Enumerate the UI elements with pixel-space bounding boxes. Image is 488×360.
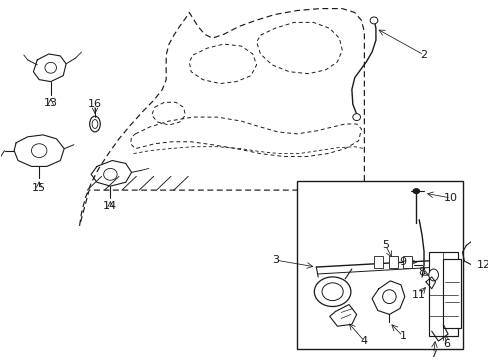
Text: 15: 15 (32, 183, 46, 193)
Ellipse shape (382, 290, 395, 303)
Ellipse shape (322, 283, 343, 301)
Text: 13: 13 (43, 98, 58, 108)
Ellipse shape (89, 116, 100, 132)
Text: 12: 12 (476, 260, 488, 270)
Bar (442, 259, 460, 328)
Bar (402, 256, 411, 268)
Text: 9: 9 (399, 257, 406, 267)
Bar (296, 181, 462, 349)
Text: 2: 2 (420, 50, 427, 60)
Text: 3: 3 (272, 255, 279, 265)
Ellipse shape (103, 168, 117, 180)
Text: 6: 6 (443, 339, 450, 349)
Bar (388, 256, 397, 268)
Text: 1: 1 (399, 331, 406, 341)
Ellipse shape (412, 189, 419, 194)
Text: 4: 4 (360, 336, 367, 346)
Bar (428, 252, 457, 336)
Text: 14: 14 (103, 201, 117, 211)
Ellipse shape (428, 269, 438, 281)
Text: 11: 11 (411, 290, 426, 300)
Ellipse shape (352, 114, 360, 121)
Text: 5: 5 (381, 240, 388, 250)
Text: 8: 8 (418, 267, 425, 277)
Text: 16: 16 (88, 99, 102, 109)
Ellipse shape (314, 277, 350, 306)
Text: 10: 10 (443, 193, 457, 203)
Ellipse shape (92, 120, 98, 129)
Bar (373, 256, 382, 268)
Ellipse shape (45, 62, 57, 73)
Ellipse shape (31, 144, 47, 158)
Text: 7: 7 (429, 349, 436, 359)
Ellipse shape (369, 17, 377, 24)
